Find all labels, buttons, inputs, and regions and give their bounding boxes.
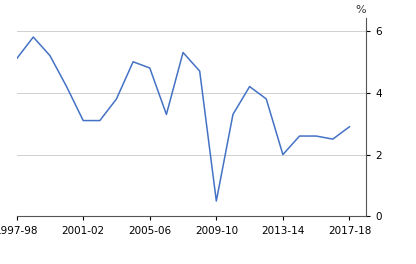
Text: %: % bbox=[355, 4, 366, 15]
